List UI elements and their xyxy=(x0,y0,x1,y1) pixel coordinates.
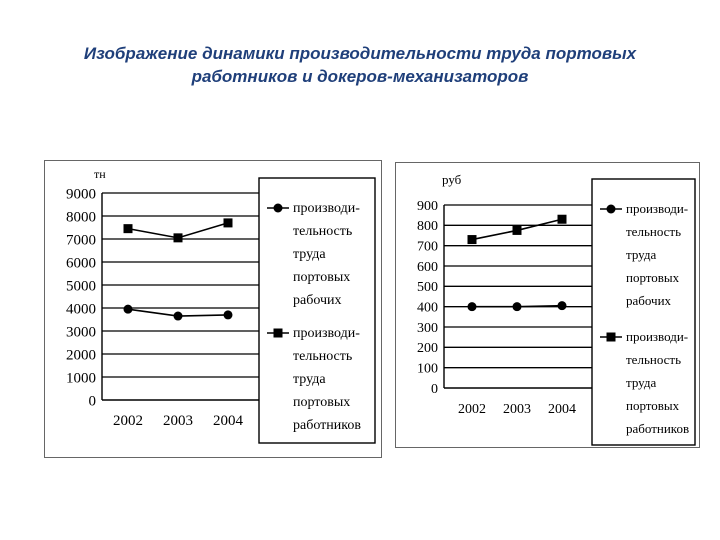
legend-entry-text: производи- xyxy=(293,326,360,341)
legend-entry-text: труда xyxy=(293,247,326,262)
x-tick-label: 2002 xyxy=(113,413,143,429)
legend-entry-text: производи- xyxy=(626,201,688,216)
legend-marker-1 xyxy=(273,203,283,213)
unit-label: тн xyxy=(94,167,106,181)
series-1-point xyxy=(467,302,477,312)
slide-title: Изображение динамики производительности … xyxy=(0,42,720,88)
legend-marker-2 xyxy=(273,328,283,338)
x-tick-label: 2002 xyxy=(458,402,486,417)
y-tick-label: 7000 xyxy=(66,232,96,248)
y-tick-label: 800 xyxy=(417,219,438,234)
legend-entry-text: производи- xyxy=(293,201,360,216)
legend-entry-text: работников xyxy=(626,421,689,436)
slide-title-line-1: Изображение динамики производительности … xyxy=(83,44,637,63)
y-tick-label: 4000 xyxy=(66,301,96,317)
legend-entry-text: труда xyxy=(293,372,326,387)
y-tick-label: 600 xyxy=(417,260,438,275)
y-tick-label: 8000 xyxy=(66,209,96,225)
y-tick-label: 200 xyxy=(417,341,438,356)
y-tick-label: 2000 xyxy=(66,347,96,363)
legend-entry-text: тельность xyxy=(626,352,681,367)
y-tick-label: 1000 xyxy=(66,370,96,386)
x-tick-label: 2003 xyxy=(163,413,193,429)
chart-frame xyxy=(44,160,382,458)
y-tick-label: 6000 xyxy=(66,255,96,271)
series-1-point xyxy=(557,301,567,311)
series-1-point xyxy=(223,310,233,320)
legend-entry-text: рабочих xyxy=(293,293,342,308)
legend-marker-2 xyxy=(606,332,616,342)
y-tick-label: 0 xyxy=(431,382,438,397)
y-tick-label: 100 xyxy=(417,362,438,377)
chart-frame xyxy=(395,162,700,448)
legend-entry-text: портовых xyxy=(626,398,680,413)
x-tick-label: 2004 xyxy=(548,402,576,417)
legend-entry-text: портовых xyxy=(626,270,680,285)
legend-entry-text: рабочих xyxy=(626,293,672,308)
legend-entry-text: производи- xyxy=(626,329,688,344)
legend-box xyxy=(258,177,376,444)
legend-entry-text: тельность xyxy=(293,349,352,364)
chart-right-rubles: руб 900 800 700 600 500 400 300 200 100 0 2002 2003 2… xyxy=(395,162,700,448)
y-tick-label: 9000 xyxy=(66,186,96,202)
x-tick-label: 2003 xyxy=(503,402,531,417)
unit-label: руб xyxy=(442,172,462,187)
legend-entry-text: труда xyxy=(626,375,656,390)
legend-entry-text: тельность xyxy=(293,224,352,239)
legend-marker-1 xyxy=(606,204,616,214)
series-2-point xyxy=(223,218,233,228)
legend-entry-text: портовых xyxy=(293,395,350,410)
y-tick-label: 700 xyxy=(417,240,438,255)
y-tick-label: 300 xyxy=(417,321,438,336)
x-tick-label: 2004 xyxy=(213,413,244,429)
legend-entry-text: тельность xyxy=(626,224,681,239)
legend-entry-text: портовых xyxy=(293,270,350,285)
slide-title-line-2: работников и докеров-механизаторов xyxy=(191,67,529,86)
y-tick-label: 0 xyxy=(89,393,97,409)
legend-box xyxy=(591,178,696,446)
series-2-point xyxy=(123,224,133,234)
y-tick-label: 400 xyxy=(417,301,438,316)
series-2-point xyxy=(173,233,183,243)
y-tick-label: 5000 xyxy=(66,278,96,294)
series-2-point xyxy=(467,235,477,245)
legend-entry-text: работников xyxy=(293,418,361,433)
series-1-point xyxy=(173,311,183,321)
series-2-point xyxy=(557,214,567,224)
series-1-point xyxy=(123,304,133,314)
y-tick-label: 3000 xyxy=(66,324,96,340)
chart-left-tonnes: тн90008000700060005000400030002000100002… xyxy=(44,160,382,458)
legend-entry-text: труда xyxy=(626,247,656,262)
y-tick-label: 900 xyxy=(417,199,438,214)
series-1-point xyxy=(512,302,522,312)
series-2-point xyxy=(512,225,522,235)
y-tick-label: 500 xyxy=(417,280,438,295)
